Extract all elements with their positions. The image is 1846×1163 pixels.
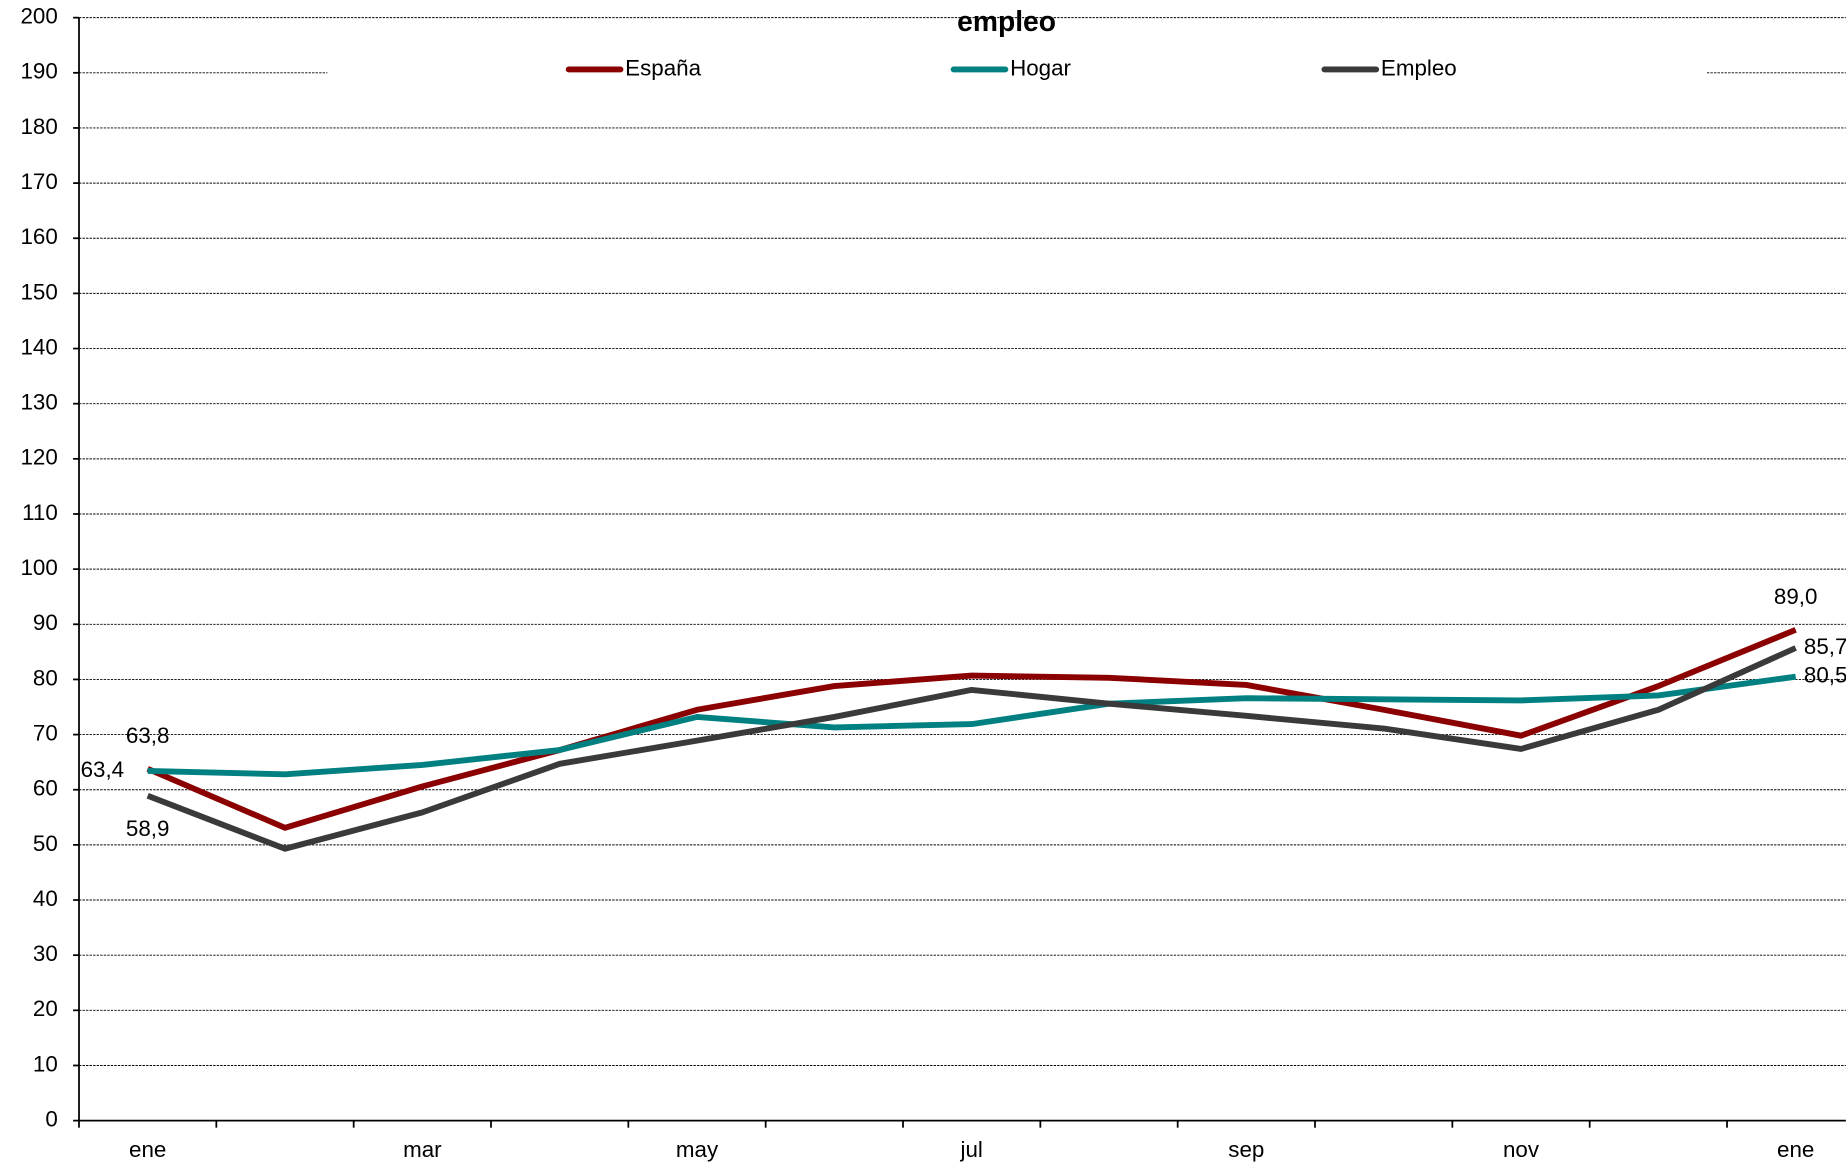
y-tick-label: 130 — [21, 390, 58, 415]
data-label: 58,9 — [126, 816, 170, 841]
line-series — [146, 645, 1797, 852]
legend-label: Hogar — [1010, 55, 1071, 80]
y-tick-label: 200 — [21, 4, 58, 29]
y-tick-label: 140 — [21, 334, 58, 359]
x-tick-label: sep — [1228, 1137, 1264, 1162]
data-label: 80,5 — [1804, 663, 1846, 688]
y-tick-label: 50 — [33, 831, 58, 856]
y-tick-label: 10 — [33, 1051, 58, 1076]
y-tick-label: 80 — [33, 665, 58, 690]
x-tick-label: mar — [403, 1137, 442, 1162]
data-label: 85,7 — [1804, 634, 1846, 659]
line-series — [146, 627, 1797, 831]
y-tick-label: 170 — [21, 169, 58, 194]
y-tick-label: 180 — [21, 114, 58, 139]
legend-label: Empleo — [1381, 55, 1457, 80]
y-tick-label: 0 — [45, 1107, 57, 1132]
y-tick-label: 90 — [33, 610, 58, 635]
chart-title: empleo — [957, 5, 1056, 37]
data-label: 63,4 — [81, 757, 125, 782]
y-tick-label: 120 — [21, 445, 58, 470]
x-tick-label: may — [676, 1137, 719, 1162]
y-tick-label: 70 — [33, 720, 58, 745]
x-tick-label: jul — [959, 1137, 982, 1162]
y-tick-label: 40 — [33, 886, 58, 911]
x-tick-label: ene — [1777, 1137, 1814, 1162]
y-tick-label: 110 — [22, 500, 58, 525]
line-series — [147, 673, 1797, 778]
legend-box — [327, 49, 1707, 90]
x-tick-label: nov — [1503, 1137, 1540, 1162]
legend-label: España — [625, 55, 701, 80]
x-tick-label: ene — [129, 1137, 166, 1162]
y-tick-label: 30 — [33, 941, 58, 966]
y-tick-label: 60 — [33, 776, 58, 801]
y-tick-label: 100 — [21, 555, 58, 580]
data-label: 89,0 — [1774, 584, 1818, 609]
data-label: 63,8 — [126, 723, 170, 748]
y-tick-label: 150 — [21, 279, 58, 304]
y-tick-label: 190 — [21, 59, 58, 84]
y-tick-label: 160 — [21, 224, 58, 249]
y-tick-label: 20 — [33, 996, 58, 1021]
